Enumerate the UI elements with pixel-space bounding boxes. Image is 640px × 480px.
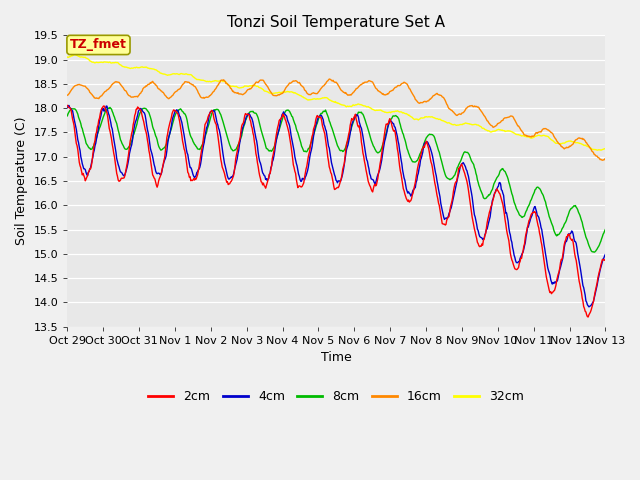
Line: 16cm: 16cm [67,79,605,160]
4cm [418,152,426,158]
Line: 32cm: 32cm [67,55,605,150]
16cm [602,156,609,161]
8cm [403,143,410,148]
4cm [65,103,73,108]
4cm [585,304,593,310]
8cm [418,146,426,152]
16cm [212,86,220,92]
Line: 8cm: 8cm [67,108,605,252]
Legend: 2cm, 4cm, 8cm, 16cm, 32cm: 2cm, 4cm, 8cm, 16cm, 32cm [143,385,529,408]
Y-axis label: Soil Temperature (C): Soil Temperature (C) [15,117,28,245]
2cm [602,256,609,262]
2cm [63,103,71,108]
32cm [63,54,71,60]
16cm [73,82,81,88]
4cm [129,131,137,137]
4cm [212,116,220,121]
32cm [184,72,191,77]
8cm [63,113,71,119]
32cm [602,146,609,152]
32cm [129,65,137,71]
Line: 4cm: 4cm [67,106,605,307]
8cm [106,105,114,110]
32cm [71,52,79,58]
32cm [418,115,426,121]
4cm [184,152,191,157]
8cm [184,121,191,127]
16cm [325,76,333,82]
32cm [403,111,410,117]
2cm [212,120,220,126]
X-axis label: Time: Time [321,351,352,364]
4cm [602,252,609,257]
32cm [597,147,605,153]
8cm [212,107,220,112]
2cm [183,164,191,170]
16cm [63,92,71,98]
8cm [602,227,609,232]
16cm [418,100,426,106]
2cm [73,143,81,148]
4cm [63,105,71,110]
2cm [402,193,410,199]
8cm [590,249,598,255]
16cm [598,157,606,163]
Text: TZ_fmet: TZ_fmet [70,38,127,51]
Title: Tonzi Soil Temperature Set A: Tonzi Soil Temperature Set A [227,15,445,30]
8cm [129,132,137,138]
16cm [183,79,191,85]
2cm [417,150,425,156]
16cm [403,81,410,86]
16cm [129,94,136,100]
Line: 2cm: 2cm [67,106,605,317]
8cm [73,109,81,115]
4cm [403,186,410,192]
32cm [74,53,82,59]
4cm [74,137,82,143]
2cm [129,128,136,133]
32cm [212,78,220,84]
2cm [584,314,592,320]
